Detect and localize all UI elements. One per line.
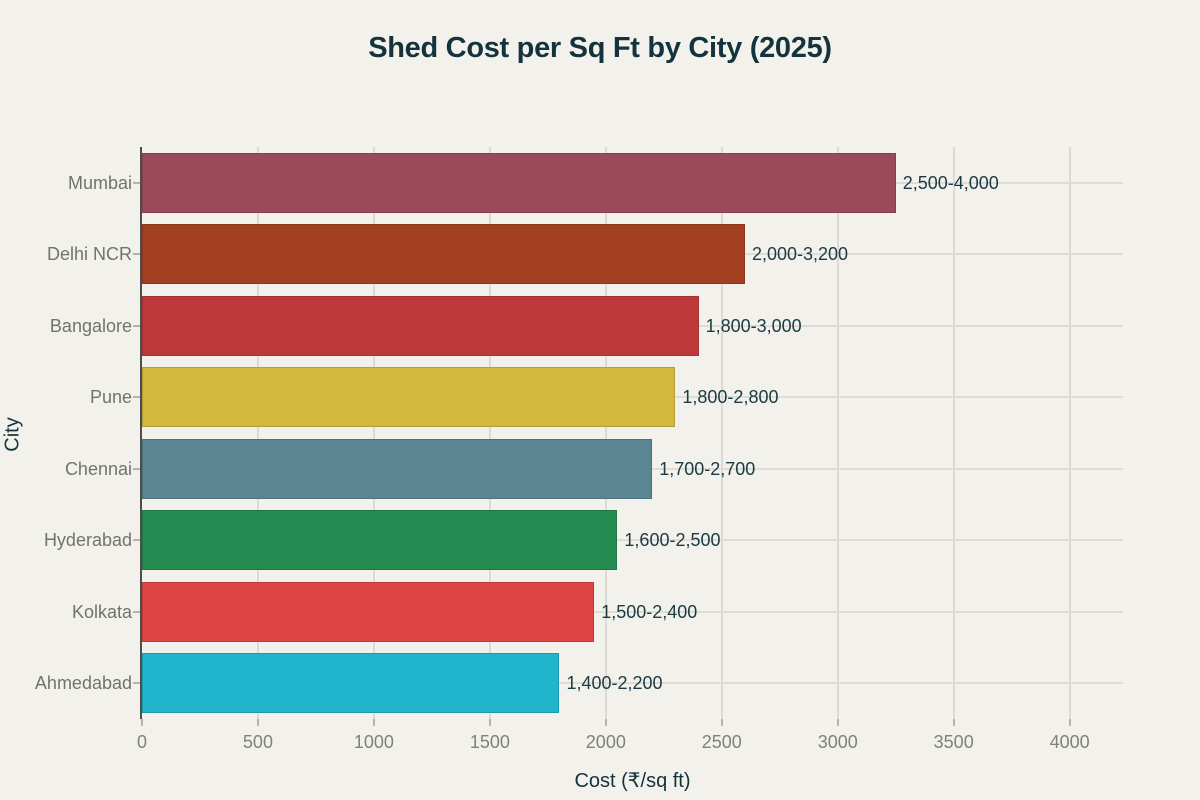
y-tick-label: Pune: [89, 387, 132, 408]
x-gridline: [1068, 147, 1071, 719]
chart-title: Shed Cost per Sq Ft by City (2025): [368, 32, 832, 64]
bar-value-label: 1,800-2,800: [682, 387, 779, 408]
bar-value-label: 1,800-3,000: [705, 315, 802, 336]
y-tick-label: Delhi NCR: [46, 244, 132, 265]
bar-value-label: 1,400-2,200: [566, 673, 663, 694]
bar-value-label: 1,500-2,400: [601, 601, 698, 622]
bar-chennai: [142, 438, 653, 499]
y-axis-tick: [133, 253, 140, 256]
y-gridline: [142, 539, 1123, 542]
y-axis-tick: [133, 324, 140, 327]
y-axis-tick: [133, 682, 140, 685]
x-tick-label: 0: [136, 732, 147, 752]
x-gridline: [372, 147, 375, 719]
bar-ahmedabad: [142, 653, 560, 714]
bar-bangalore: [142, 295, 699, 356]
x-tick-label: 1000: [353, 732, 394, 752]
x-axis-tick: [372, 719, 375, 726]
x-tick-label: 3500: [933, 732, 974, 752]
x-tick-label: 500: [242, 732, 273, 752]
x-gridline: [604, 147, 607, 719]
x-tick-label: 3000: [817, 732, 858, 752]
x-tick-label: 4000: [1049, 732, 1090, 752]
x-tick-label: 2500: [701, 732, 742, 752]
bar-value-label: 1,600-2,500: [624, 530, 721, 551]
bar-value-label: 2,500-4,000: [902, 172, 999, 193]
y-axis-line: [140, 147, 142, 719]
x-gridline: [720, 147, 723, 719]
y-gridline: [142, 682, 1123, 685]
x-gridline: [256, 147, 259, 719]
y-tick-label: Mumbai: [67, 172, 132, 193]
y-gridline: [142, 610, 1123, 613]
y-axis-tick: [133, 539, 140, 542]
x-axis-tick: [488, 719, 491, 726]
bar-pune: [142, 367, 676, 428]
x-axis-tick: [604, 719, 607, 726]
y-axis-tick: [133, 610, 140, 613]
x-tick-label: 1500: [469, 732, 510, 752]
x-axis-tick: [952, 719, 955, 726]
bar-mumbai: [142, 152, 896, 213]
x-axis-tick: [836, 719, 839, 726]
x-gridline: [488, 147, 491, 719]
x-axis-title: Cost (₹/sq ft): [574, 770, 691, 792]
x-axis-tick: [256, 719, 259, 726]
y-tick-label: Ahmedabad: [34, 673, 132, 694]
x-gridline: [836, 147, 839, 719]
bar-hyderabad: [142, 510, 618, 571]
bar-value-label: 1,700-2,700: [659, 458, 756, 479]
x-gridline: [952, 147, 955, 719]
x-axis-tick: [1068, 719, 1071, 726]
y-axis-tick: [133, 181, 140, 184]
plot-area: 2,500-4,000 2,000-3,200 1,800-3,000 1,800-2…: [140, 147, 1123, 719]
bar-kolkata: [142, 581, 595, 642]
y-tick-label: Chennai: [64, 458, 132, 479]
y-axis-tick: [133, 467, 140, 470]
y-tick-label: Bangalore: [49, 315, 132, 336]
bar-delhi-ncr: [142, 224, 745, 285]
y-tick-label: Kolkata: [71, 601, 132, 622]
x-axis-tick: [141, 719, 143, 726]
x-axis-tick: [720, 719, 723, 726]
y-tick-label: Hyderabad: [43, 530, 132, 551]
y-axis-tick: [133, 396, 140, 399]
x-tick-label: 2000: [585, 732, 626, 752]
bar-value-label: 2,000-3,200: [751, 244, 849, 265]
